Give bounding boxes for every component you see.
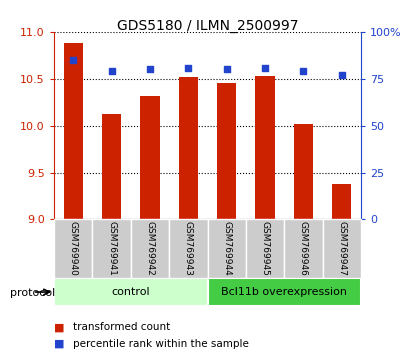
Point <box>223 67 230 72</box>
Text: transformed count: transformed count <box>73 322 170 332</box>
Text: protocol: protocol <box>10 288 56 298</box>
Point <box>146 67 153 72</box>
Bar <box>102 114 121 219</box>
Bar <box>246 219 284 278</box>
Text: control: control <box>111 287 150 297</box>
Bar <box>63 43 83 219</box>
Text: percentile rank within the sample: percentile rank within the sample <box>73 339 249 349</box>
Bar <box>140 96 159 219</box>
Point <box>185 65 192 70</box>
Point <box>70 57 76 63</box>
Bar <box>54 278 208 306</box>
Text: GSM769941: GSM769941 <box>107 221 116 276</box>
Bar <box>131 219 169 278</box>
Bar <box>217 84 236 219</box>
Bar <box>179 77 198 219</box>
Bar <box>208 278 361 306</box>
Bar <box>284 219 323 278</box>
Bar <box>256 76 275 219</box>
Text: GSM769943: GSM769943 <box>184 221 193 276</box>
Bar <box>54 219 92 278</box>
Bar <box>332 184 352 219</box>
Text: ■: ■ <box>54 322 64 332</box>
Text: ■: ■ <box>54 339 64 349</box>
Text: GDS5180 / ILMN_2500997: GDS5180 / ILMN_2500997 <box>117 19 298 34</box>
Bar <box>93 219 131 278</box>
Bar <box>169 219 208 278</box>
Text: GSM769945: GSM769945 <box>261 221 270 276</box>
Text: GSM769946: GSM769946 <box>299 221 308 276</box>
Text: GSM769947: GSM769947 <box>337 221 347 276</box>
Bar <box>208 219 246 278</box>
Text: GSM769940: GSM769940 <box>68 221 78 276</box>
Text: GSM769942: GSM769942 <box>145 221 154 276</box>
Text: Bcl11b overexpression: Bcl11b overexpression <box>221 287 347 297</box>
Point <box>339 72 345 78</box>
Bar <box>294 124 313 219</box>
Point <box>108 68 115 74</box>
Text: GSM769944: GSM769944 <box>222 221 231 276</box>
Point <box>262 65 269 70</box>
Point <box>300 68 307 74</box>
Bar <box>323 219 361 278</box>
